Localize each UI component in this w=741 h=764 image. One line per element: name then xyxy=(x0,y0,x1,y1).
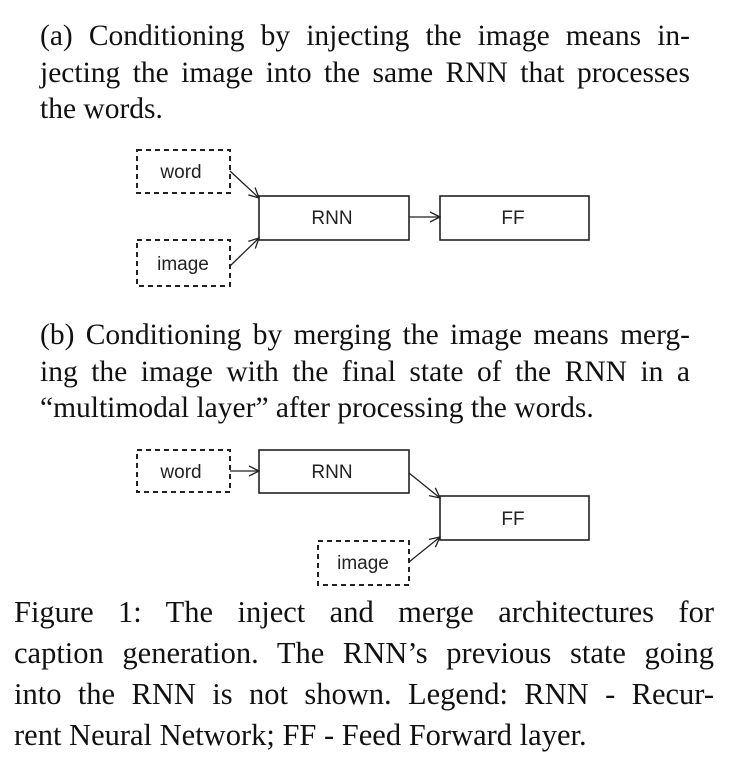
rnn-to-ff-arrow xyxy=(408,472,440,498)
paragraph-a-line-1: (a) Conditioning by injecting the image … xyxy=(40,20,690,52)
word-node: word xyxy=(136,149,231,194)
inject-diagram-svg: word image RNN FF xyxy=(136,149,590,287)
merge-diagram-svg: word RNN FF image xyxy=(136,449,590,586)
word-to-rnn-arrow xyxy=(229,170,259,198)
image-node-label: image xyxy=(157,254,209,275)
ff-node-label: FF xyxy=(501,509,524,530)
figure-caption: Figure 1: The inject and merge architect… xyxy=(14,592,714,756)
rnn-node-label: RNN xyxy=(311,462,352,483)
rnn-node: RNN xyxy=(258,195,410,241)
ff-node-label: FF xyxy=(501,208,524,229)
paragraph-a-line-3: the words. xyxy=(40,93,163,125)
figure-caption-line-2: caption generation. The RNN’s previous s… xyxy=(14,636,714,670)
paragraph-b-line-3: “multimodal layer” after processing the … xyxy=(40,392,594,424)
figure-caption-line-1: Figure 1: The inject and merge architect… xyxy=(14,595,714,629)
image-node: image xyxy=(317,540,410,586)
merge-diagram: word RNN FF image xyxy=(0,440,741,590)
ff-node: FF xyxy=(439,195,590,241)
word-node: word xyxy=(136,449,231,493)
word-node-label: word xyxy=(159,162,201,183)
image-to-rnn-arrow xyxy=(229,238,259,267)
paragraph-b-line-2: ing the image with the final state of th… xyxy=(40,355,690,388)
figure-caption-line-3: into the RNN is not shown. Legend: RNN -… xyxy=(14,677,714,711)
inject-diagram: word image RNN FF xyxy=(0,140,741,300)
image-to-ff-arrow xyxy=(408,537,440,563)
word-node-label: word xyxy=(159,462,201,483)
ff-node: FF xyxy=(439,495,590,541)
image-node: image xyxy=(136,239,231,287)
paragraph-a-line-2: jecting the image into the same RNN that… xyxy=(40,56,690,89)
rnn-node: RNN xyxy=(258,449,410,494)
rnn-node-label: RNN xyxy=(311,208,352,229)
paragraph-a: (a) Conditioning by injecting the image … xyxy=(40,18,690,128)
paragraph-b: (b) Conditioning by merging the image me… xyxy=(40,317,690,427)
paragraph-b-line-1: (b) Conditioning by merging the image me… xyxy=(40,319,690,351)
figure-caption-line-4: rent Neural Network; FF - Feed Forward l… xyxy=(14,718,587,752)
image-node-label: image xyxy=(337,553,389,574)
